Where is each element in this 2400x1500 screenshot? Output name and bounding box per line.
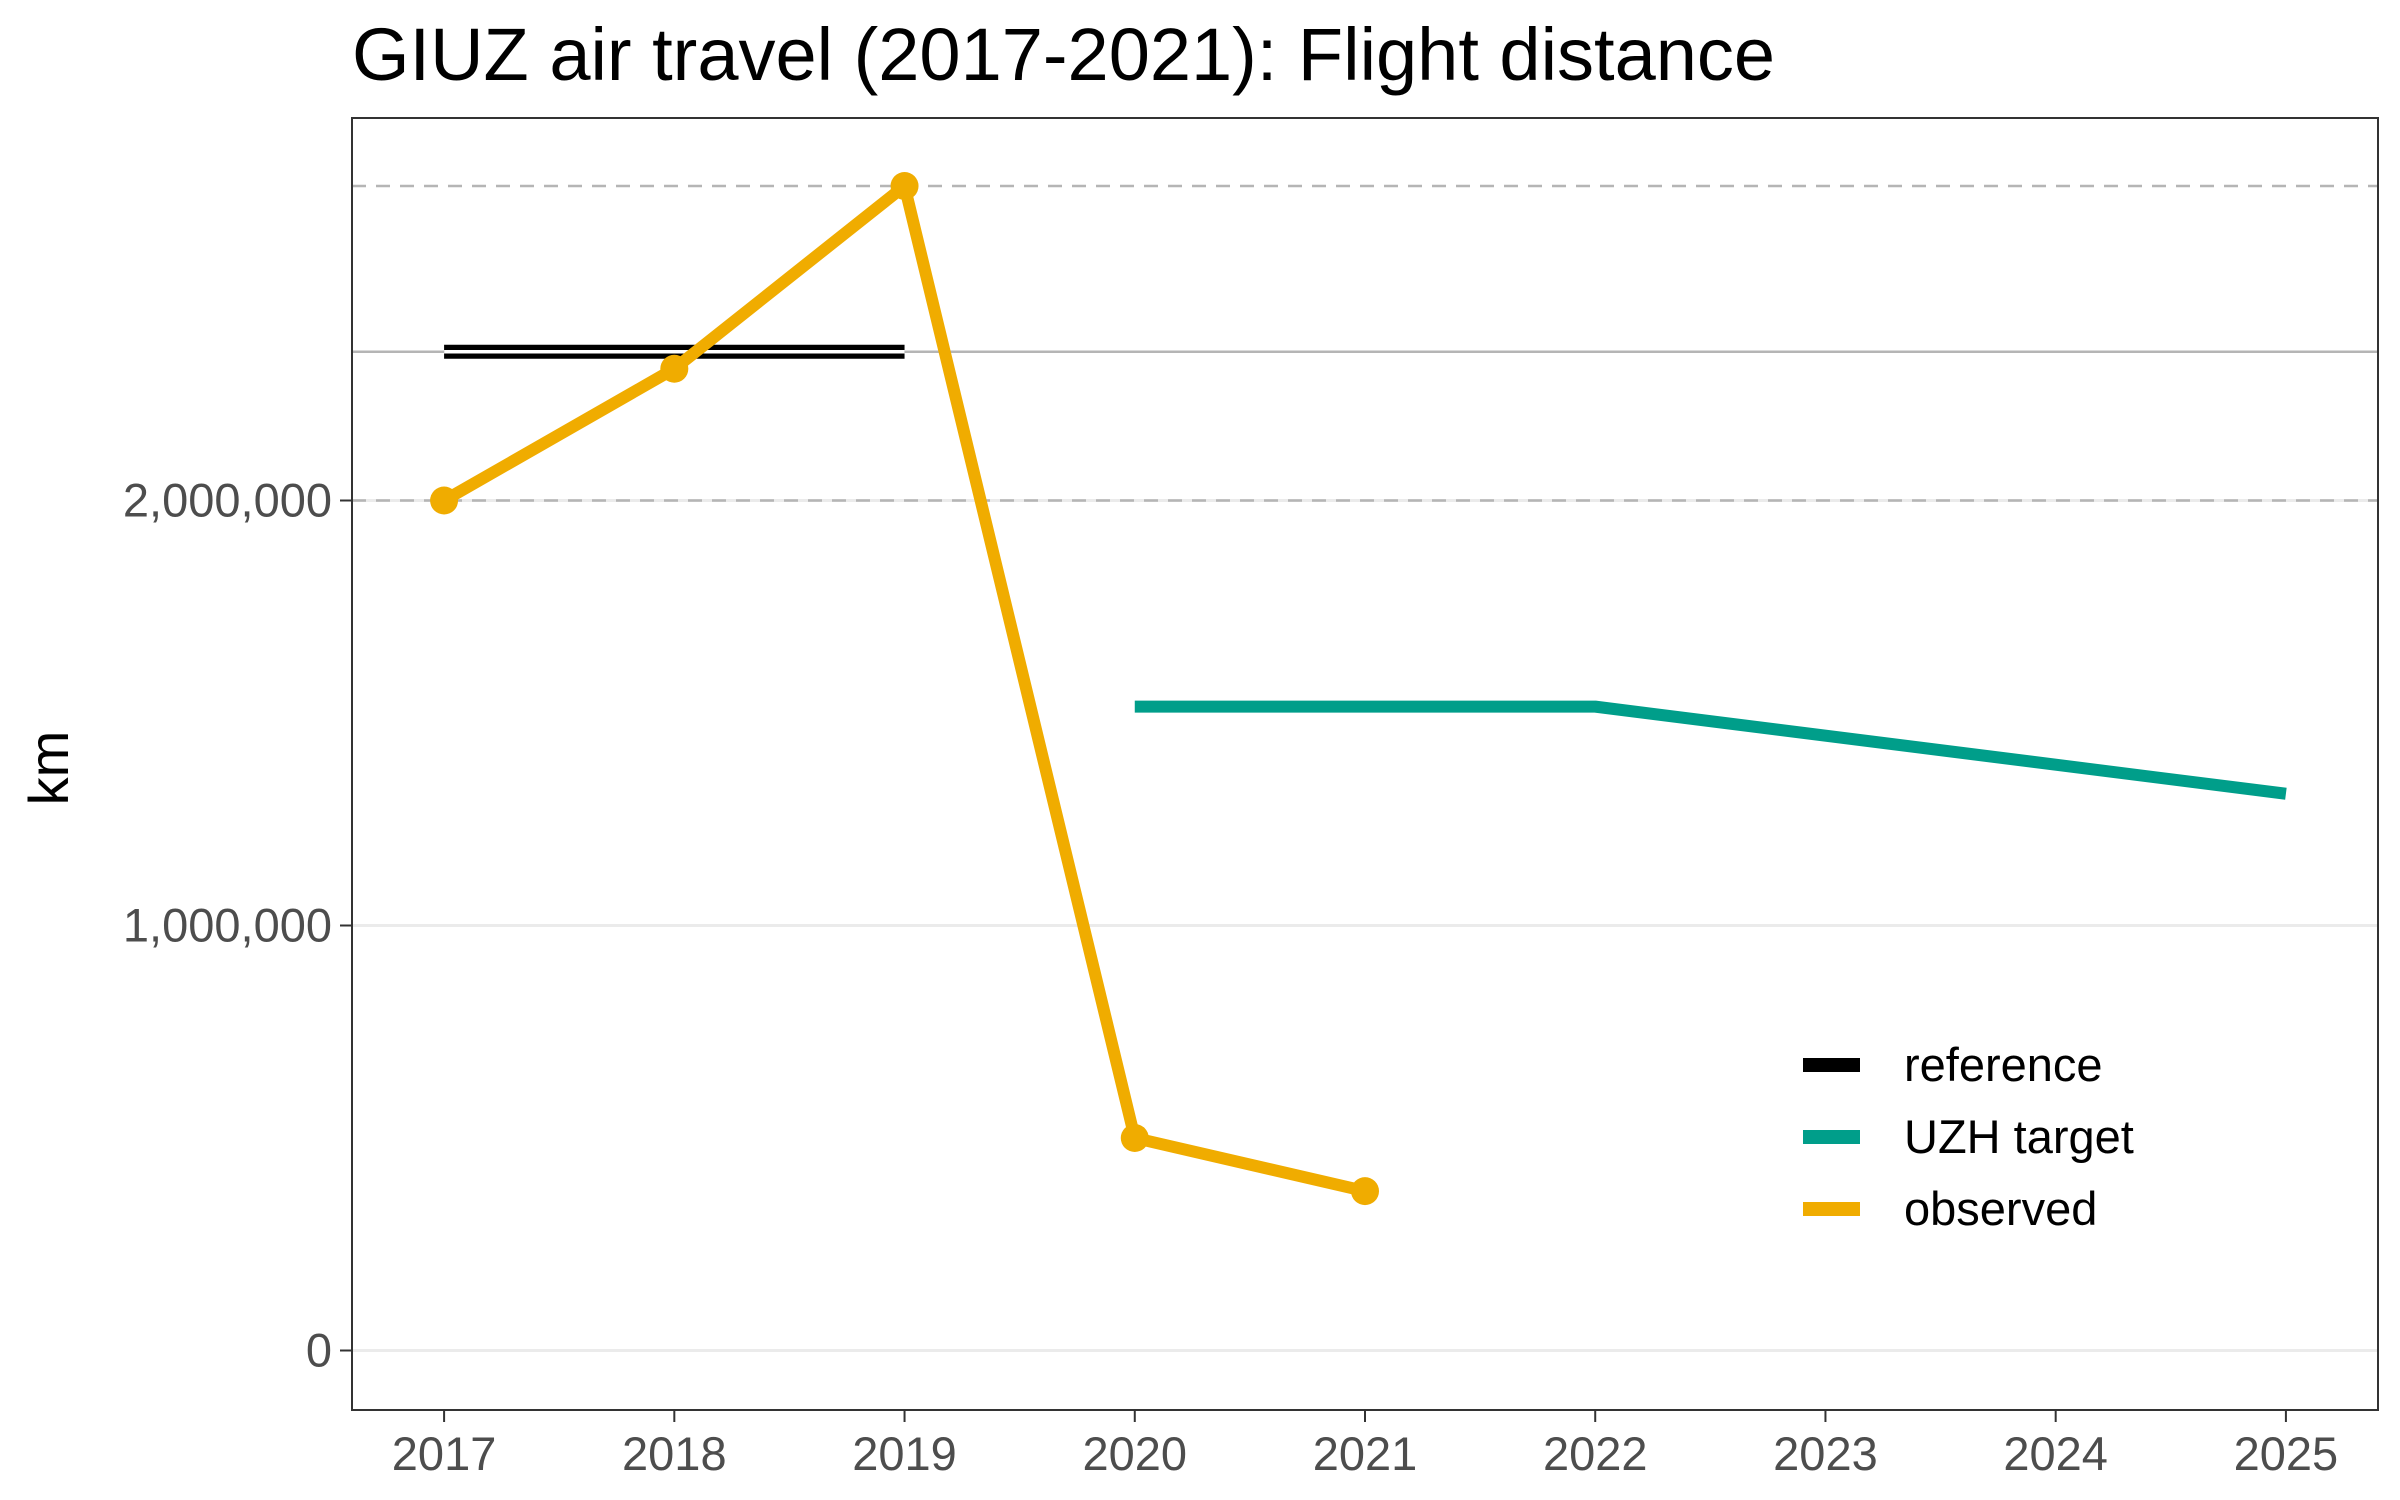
uzh-target-line <box>1134 700 2287 800</box>
x-tick-label: 2017 <box>392 1427 497 1480</box>
x-tick-label: 2020 <box>1082 1427 1187 1480</box>
chart-title: GIUZ air travel (2017-2021): Flight dist… <box>352 13 1775 96</box>
legend: reference UZH target observed <box>1770 985 2170 1255</box>
y-tick-label: 2,000,000 <box>123 474 332 527</box>
x-tick-label: 2021 <box>1313 1427 1418 1480</box>
x-tick-label: 2023 <box>1773 1427 1878 1480</box>
observed-point <box>1351 1177 1379 1206</box>
observed-point <box>660 354 689 383</box>
observed-line <box>441 180 1367 1197</box>
observed-point <box>890 172 919 200</box>
x-tick-label: 2019 <box>852 1427 957 1480</box>
y-tick-label: 0 <box>306 1324 332 1377</box>
x-tick-label: 2025 <box>2234 1427 2339 1480</box>
x-tick-label: 2022 <box>1543 1427 1648 1480</box>
legend-label-reference: reference <box>1904 1038 2103 1091</box>
reference-lines <box>352 184 2378 502</box>
y-tick-label: 1,000,000 <box>123 899 332 952</box>
x-tick-label: 2018 <box>622 1427 727 1480</box>
axes: 0 1,000,000 2,000,000 2017 2018 2019 2020 2021 2… <box>123 474 2338 1481</box>
legend-label-observed: observed <box>1904 1182 2097 1235</box>
y-axis-title: km <box>17 731 80 806</box>
x-tick-label: 2024 <box>2003 1427 2108 1480</box>
legend-label-uzh-target: UZH target <box>1904 1110 2134 1163</box>
observed-point <box>430 486 459 515</box>
data-series <box>430 172 2287 1206</box>
observed-point <box>1120 1124 1149 1152</box>
